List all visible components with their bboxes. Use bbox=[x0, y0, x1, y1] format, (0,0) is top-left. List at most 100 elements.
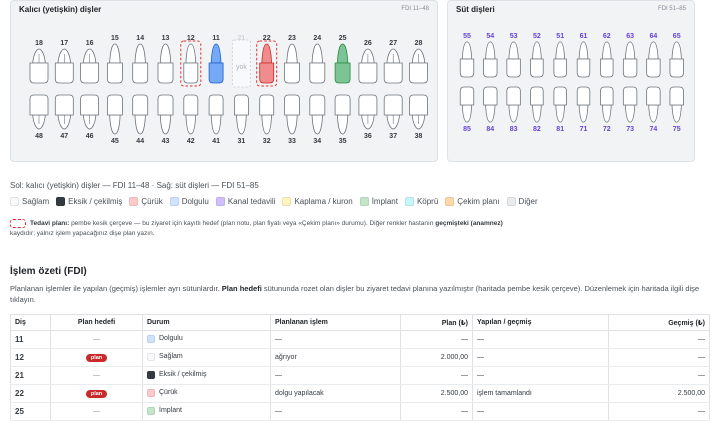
tooth-44[interactable] bbox=[132, 94, 149, 135]
tooth-55[interactable] bbox=[459, 41, 475, 78]
cell-status: Çürük bbox=[142, 384, 271, 403]
tooth-25[interactable] bbox=[334, 43, 351, 84]
tooth-73[interactable] bbox=[622, 86, 638, 123]
tooth-root bbox=[261, 43, 273, 64]
tooth-22[interactable] bbox=[256, 40, 278, 87]
tooth-number: 64 bbox=[650, 33, 658, 40]
tooth-71[interactable] bbox=[576, 86, 591, 123]
legend-swatch bbox=[215, 197, 225, 206]
tooth-33[interactable] bbox=[284, 94, 300, 135]
tooth-crown bbox=[54, 62, 74, 84]
tooth-47[interactable] bbox=[54, 94, 74, 130]
tooth-number: 27 bbox=[389, 40, 397, 47]
tooth-number: 43 bbox=[162, 138, 170, 145]
tooth-root bbox=[311, 114, 323, 135]
summary-description: Planlanan işlemler ile yapılan (geçmiş) … bbox=[10, 284, 700, 304]
tooth-27[interactable] bbox=[383, 48, 403, 84]
tooth-61[interactable] bbox=[576, 41, 591, 78]
tooth-crown bbox=[309, 94, 326, 116]
tooth-46[interactable] bbox=[80, 94, 99, 130]
tooth-24[interactable] bbox=[309, 43, 326, 84]
tooth-11[interactable] bbox=[208, 43, 224, 84]
tooth-41[interactable] bbox=[208, 94, 224, 135]
missing-tooth-slot[interactable] bbox=[231, 39, 251, 88]
tooth-number: 41 bbox=[212, 138, 220, 145]
tooth-54[interactable] bbox=[483, 41, 498, 78]
cell-status: İmplant bbox=[142, 402, 271, 421]
primary-teeth-panel: 55 85 54 84 53 83 52 82 51 81 61 71 62 72 63 73 64 74 65 75… bbox=[447, 0, 695, 162]
tooth-root bbox=[159, 43, 172, 64]
tooth-48[interactable] bbox=[29, 94, 49, 130]
tooth-root bbox=[671, 104, 682, 123]
tooth-83[interactable] bbox=[506, 86, 521, 123]
tooth-51[interactable] bbox=[553, 41, 567, 78]
legend-swatch bbox=[404, 197, 414, 206]
table-row[interactable]: 25— İmplant — — — — bbox=[10, 402, 710, 421]
cell-status: Eksik / çekilmiş bbox=[142, 366, 271, 385]
tooth-crown bbox=[600, 58, 614, 78]
tooth-28[interactable] bbox=[409, 48, 428, 84]
table-row[interactable]: 22 plan Çürük dolgu yapılacak 2.500,00 işlem … bbox=[10, 384, 710, 403]
tooth-64[interactable] bbox=[646, 41, 661, 78]
tooth-16[interactable] bbox=[80, 48, 99, 84]
tooth-82[interactable] bbox=[530, 86, 544, 123]
tooth-root bbox=[532, 41, 542, 60]
tooth-crown bbox=[309, 62, 326, 84]
cell-past-price: 2.500,00 bbox=[608, 384, 710, 403]
tooth-root bbox=[624, 104, 636, 123]
table-row[interactable]: 11— Dolgulu — — — — bbox=[10, 330, 710, 349]
tooth-45[interactable] bbox=[107, 94, 123, 135]
tooth-root bbox=[286, 43, 298, 64]
cell-planned: dolgu yapılacak bbox=[270, 384, 401, 403]
tooth-root bbox=[109, 114, 121, 135]
tooth-37[interactable] bbox=[383, 94, 403, 130]
tooth-crown bbox=[409, 62, 428, 84]
tooth-26[interactable] bbox=[358, 48, 378, 84]
tooth-crown bbox=[132, 62, 149, 84]
tooth-65[interactable] bbox=[669, 41, 684, 78]
tooth-23[interactable] bbox=[284, 43, 300, 84]
tooth-84[interactable] bbox=[483, 86, 498, 123]
legend-item: Sağlam bbox=[10, 197, 49, 206]
tooth-72[interactable] bbox=[600, 86, 614, 123]
tooth-number: 22 bbox=[263, 35, 271, 42]
tooth-62[interactable] bbox=[600, 41, 614, 78]
tooth-crown bbox=[107, 62, 123, 84]
tooth-32[interactable] bbox=[259, 94, 275, 135]
tooth-root bbox=[578, 104, 589, 123]
tooth-38[interactable] bbox=[409, 94, 428, 130]
permanent-teeth-chart: 18 48 17 47 16 46 15 45 14 44 13 43 12 42 11 41 yok 21 31 2… bbox=[29, 35, 428, 145]
tooth-14[interactable] bbox=[132, 43, 149, 84]
tooth-42[interactable] bbox=[183, 94, 199, 135]
tooth-crown bbox=[646, 58, 661, 78]
status-swatch bbox=[147, 388, 155, 397]
tooth-number: 72 bbox=[603, 126, 611, 133]
tooth-75[interactable] bbox=[669, 86, 684, 123]
tooth-43[interactable] bbox=[157, 94, 174, 135]
table-row[interactable]: 21— Eksik / çekilmiş — — — — bbox=[10, 366, 710, 385]
table-row[interactable]: 12 plan Sağlam ağrıyor 2.000,00— — bbox=[10, 348, 710, 367]
tooth-number: 34 bbox=[313, 138, 321, 145]
tooth-52[interactable] bbox=[530, 41, 544, 78]
tooth-17[interactable] bbox=[54, 48, 74, 84]
tooth-35[interactable] bbox=[334, 94, 351, 135]
tooth-21[interactable]: yok bbox=[231, 39, 251, 88]
tooth-crown bbox=[80, 62, 99, 84]
tooth-number: 73 bbox=[626, 126, 634, 133]
tooth-15[interactable] bbox=[107, 43, 123, 84]
tooth-81[interactable] bbox=[553, 86, 567, 123]
tooth-13[interactable] bbox=[157, 43, 174, 84]
tooth-number: 25 bbox=[339, 35, 347, 42]
tooth-12[interactable] bbox=[180, 40, 202, 87]
tooth-63[interactable] bbox=[622, 41, 638, 78]
tooth-85[interactable] bbox=[459, 86, 475, 123]
tooth-53[interactable] bbox=[506, 41, 521, 78]
tooth-crown bbox=[669, 58, 684, 78]
tooth-74[interactable] bbox=[646, 86, 661, 123]
tooth-34[interactable] bbox=[309, 94, 326, 135]
tooth-31[interactable] bbox=[234, 94, 249, 135]
plan-target-empty: — bbox=[93, 408, 100, 415]
tooth-36[interactable] bbox=[358, 94, 378, 130]
tooth-18[interactable] bbox=[29, 48, 49, 84]
legend-swatch bbox=[359, 197, 369, 206]
